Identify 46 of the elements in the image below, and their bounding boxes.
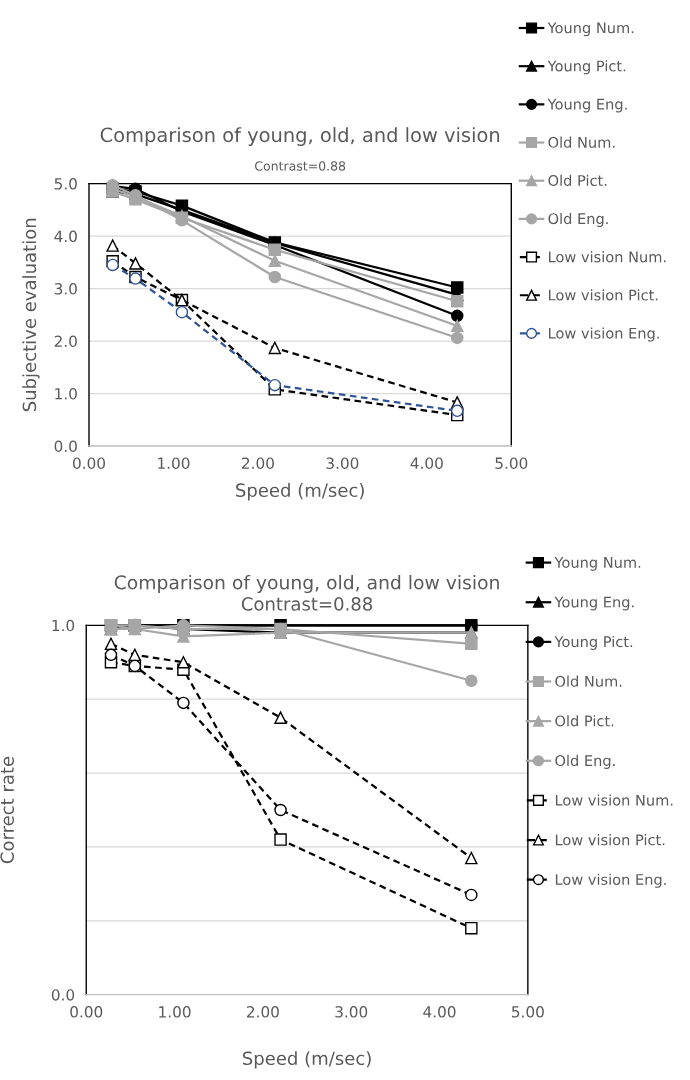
legend-label: Low vision Eng. bbox=[549, 327, 659, 342]
chart-subtitle: Contrast=0.88 bbox=[254, 161, 346, 171]
legend-label: Low vision Num. bbox=[555, 794, 673, 806]
y-tick-label: 2.0 bbox=[54, 335, 77, 348]
legend-label: Old Eng. bbox=[548, 212, 608, 228]
legend-label: Young Pict. bbox=[547, 60, 626, 75]
legend-label: Low vision Pict. bbox=[549, 289, 658, 301]
legend-label: Young Eng. bbox=[554, 596, 634, 611]
legend-label: Low vision Eng. bbox=[555, 873, 666, 888]
x-tick-label: 2.00 bbox=[242, 457, 274, 469]
x-tick-label: 2.00 bbox=[247, 1006, 279, 1018]
legend-label: Young Eng. bbox=[547, 98, 627, 113]
x-tick-label: 1.00 bbox=[159, 1006, 191, 1018]
legend-label: Old Eng. bbox=[555, 754, 615, 769]
x-tick-label: 1.00 bbox=[158, 457, 190, 469]
chart-subtitle: Contrast=0.88 bbox=[241, 597, 373, 611]
y-tick-label: 0.0 bbox=[51, 989, 75, 1001]
legend-label: Old Pict. bbox=[548, 174, 607, 187]
legend-label: Low vision Num. bbox=[549, 251, 666, 263]
chart-title: Comparison of young, old, and low vision bbox=[114, 574, 499, 594]
y-tick-label: 4.0 bbox=[54, 230, 77, 243]
x-axis-title: Speed (m/sec) bbox=[236, 483, 364, 501]
legend-label: Low vision Pict. bbox=[555, 834, 665, 846]
legend-label: Old Pict. bbox=[555, 715, 614, 727]
y-tick-label: 1.0 bbox=[52, 619, 75, 632]
x-tick-label: 0.00 bbox=[70, 1006, 103, 1018]
x-axis-title: Speed (m/sec) bbox=[242, 1051, 371, 1069]
y-tick-label: 3.0 bbox=[54, 283, 77, 295]
x-tick-label: 0.00 bbox=[73, 457, 105, 469]
y-axis-title: Correct rate bbox=[0, 756, 15, 864]
y-tick-label: 1.0 bbox=[55, 388, 77, 400]
legend-label: Old Num. bbox=[548, 136, 615, 148]
x-tick-label: 4.00 bbox=[410, 457, 443, 469]
x-tick-label: 5.00 bbox=[512, 1006, 544, 1018]
x-tick-label: 4.00 bbox=[423, 1006, 456, 1018]
x-tick-label: 5.00 bbox=[495, 457, 528, 469]
chart-title: Comparison of young, old, and low vision bbox=[100, 127, 500, 146]
legend-label: Old Num. bbox=[555, 675, 622, 687]
legend-label: Young Pict. bbox=[554, 635, 633, 651]
y-axis-title: Subjective evaluation bbox=[22, 218, 40, 412]
x-tick-label: 3.00 bbox=[326, 457, 359, 469]
x-tick-label: 3.00 bbox=[335, 1006, 368, 1018]
y-tick-label: 0.0 bbox=[54, 440, 77, 453]
y-tick-label: 5.0 bbox=[54, 178, 77, 190]
legend-label: Young Num. bbox=[554, 557, 641, 571]
legend-label: Young Num. bbox=[547, 22, 634, 37]
